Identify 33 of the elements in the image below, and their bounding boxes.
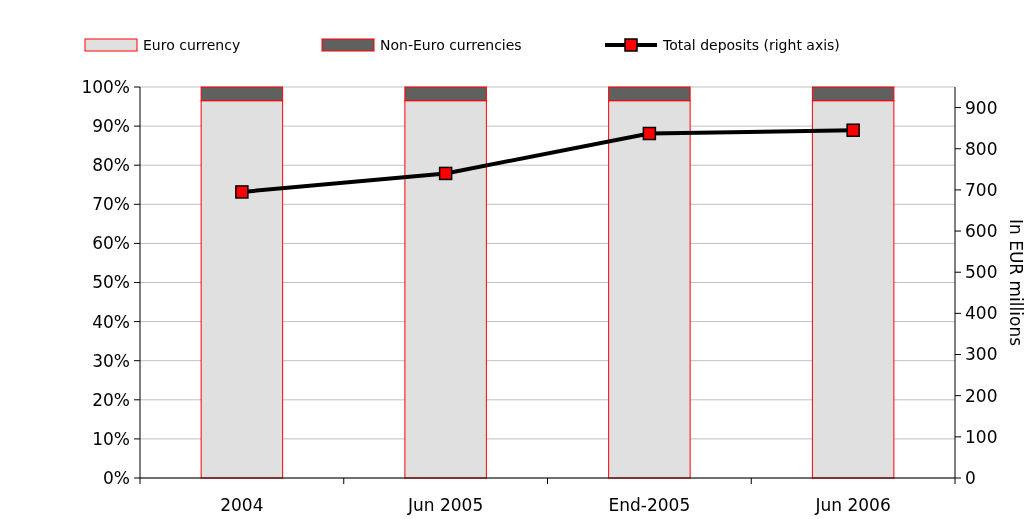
y-tick-label: 100% bbox=[81, 76, 130, 97]
y-tick-label: 90% bbox=[92, 116, 130, 137]
y2-tick-label: 200 bbox=[965, 385, 998, 406]
y-tick-label: 60% bbox=[92, 233, 130, 254]
y2-tick-label: 100 bbox=[965, 426, 998, 447]
point bbox=[438, 166, 453, 181]
y-tick-label: 10% bbox=[92, 428, 130, 449]
y2-tick-label: 800 bbox=[965, 138, 998, 159]
y-tick-label: 50% bbox=[92, 272, 130, 293]
y2-tick-label: 300 bbox=[965, 344, 998, 365]
y2-axis-title: In EUR millions bbox=[1006, 218, 1026, 347]
y2-tick-label: 400 bbox=[965, 303, 998, 324]
point bbox=[235, 185, 249, 199]
x-tick-label: Jun 2005 bbox=[407, 495, 484, 515]
y-tick-label: 80% bbox=[92, 155, 130, 176]
x-tick-label: 2004 bbox=[220, 495, 264, 515]
legend-label: Non-Euro currencies bbox=[380, 36, 522, 53]
legend-label: Euro currency bbox=[143, 36, 241, 53]
y-tick-label: 70% bbox=[92, 194, 130, 215]
y-tick-label: 20% bbox=[92, 389, 130, 410]
x-tick-label: End-2005 bbox=[608, 495, 691, 515]
point bbox=[642, 126, 657, 141]
y2-tick-label: 500 bbox=[965, 262, 998, 283]
y2-tick-label: 0 bbox=[965, 467, 976, 488]
legend-label: Total deposits (right axis) bbox=[662, 36, 840, 53]
y-tick-label: 0% bbox=[103, 467, 130, 488]
y-tick-label: 40% bbox=[92, 311, 130, 332]
y2-tick-label: 600 bbox=[965, 221, 998, 241]
x-tick-label: Jun 2006 bbox=[814, 495, 891, 515]
point bbox=[846, 123, 860, 137]
y-tick-label: 30% bbox=[92, 350, 130, 371]
y2-tick-label: 900 bbox=[965, 97, 998, 118]
y2-tick-label: 700 bbox=[965, 179, 998, 200]
